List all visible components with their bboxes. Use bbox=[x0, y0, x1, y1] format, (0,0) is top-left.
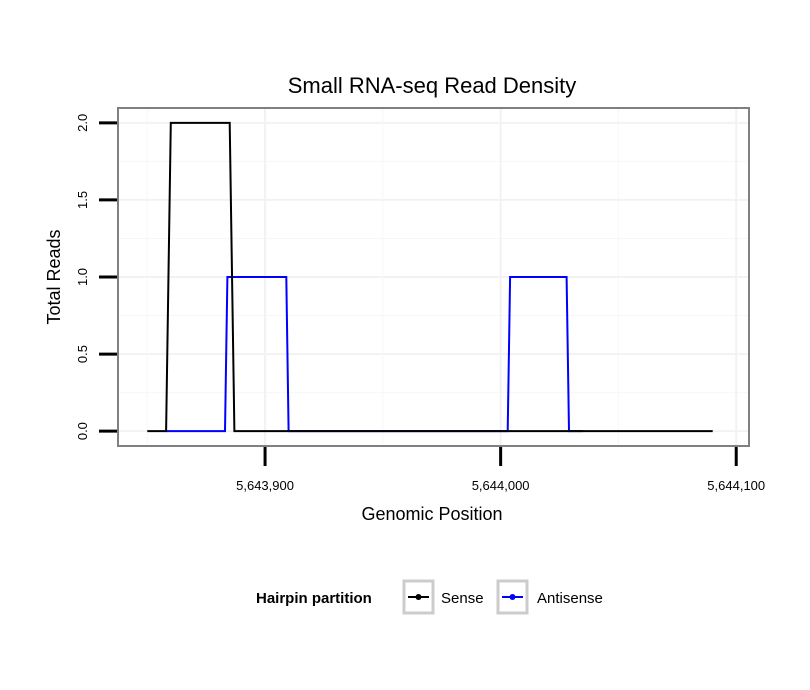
x-tick-label: 5,644,100 bbox=[707, 478, 765, 493]
series-layer bbox=[147, 121, 713, 433]
plot-panel-border bbox=[117, 107, 750, 447]
legend-point-antisense bbox=[509, 594, 516, 600]
x-tick-label: 5,643,900 bbox=[236, 478, 294, 493]
chart-title: Small RNA-seq Read Density bbox=[288, 73, 577, 98]
series-line-sense bbox=[147, 121, 713, 433]
grid bbox=[119, 109, 748, 445]
y-tick-label: 1.0 bbox=[75, 268, 90, 286]
legend-label-sense: Sense bbox=[441, 590, 484, 607]
legend-point-sense bbox=[415, 594, 422, 600]
y-tick-label: 0.5 bbox=[75, 345, 90, 363]
y-axis-ticks: 0.0 0.5 1.0 1.5 2.0 bbox=[75, 114, 117, 440]
legend: Hairpin partition Sense Antisense bbox=[256, 579, 603, 615]
legend-item-antisense: Antisense bbox=[496, 579, 603, 615]
y-tick-label: 1.5 bbox=[75, 191, 90, 209]
y-axis-title: Total Reads bbox=[44, 229, 64, 324]
x-axis-title: Genomic Position bbox=[361, 504, 502, 524]
x-axis-ticks: 5,643,900 5,644,000 5,644,100 bbox=[236, 447, 765, 493]
x-tick-label: 5,644,000 bbox=[472, 478, 530, 493]
y-tick-label: 0.0 bbox=[75, 422, 90, 440]
legend-label-antisense: Antisense bbox=[537, 590, 603, 607]
legend-title: Hairpin partition bbox=[256, 590, 372, 607]
legend-item-sense: Sense bbox=[402, 579, 484, 615]
y-tick-label: 2.0 bbox=[75, 114, 90, 132]
